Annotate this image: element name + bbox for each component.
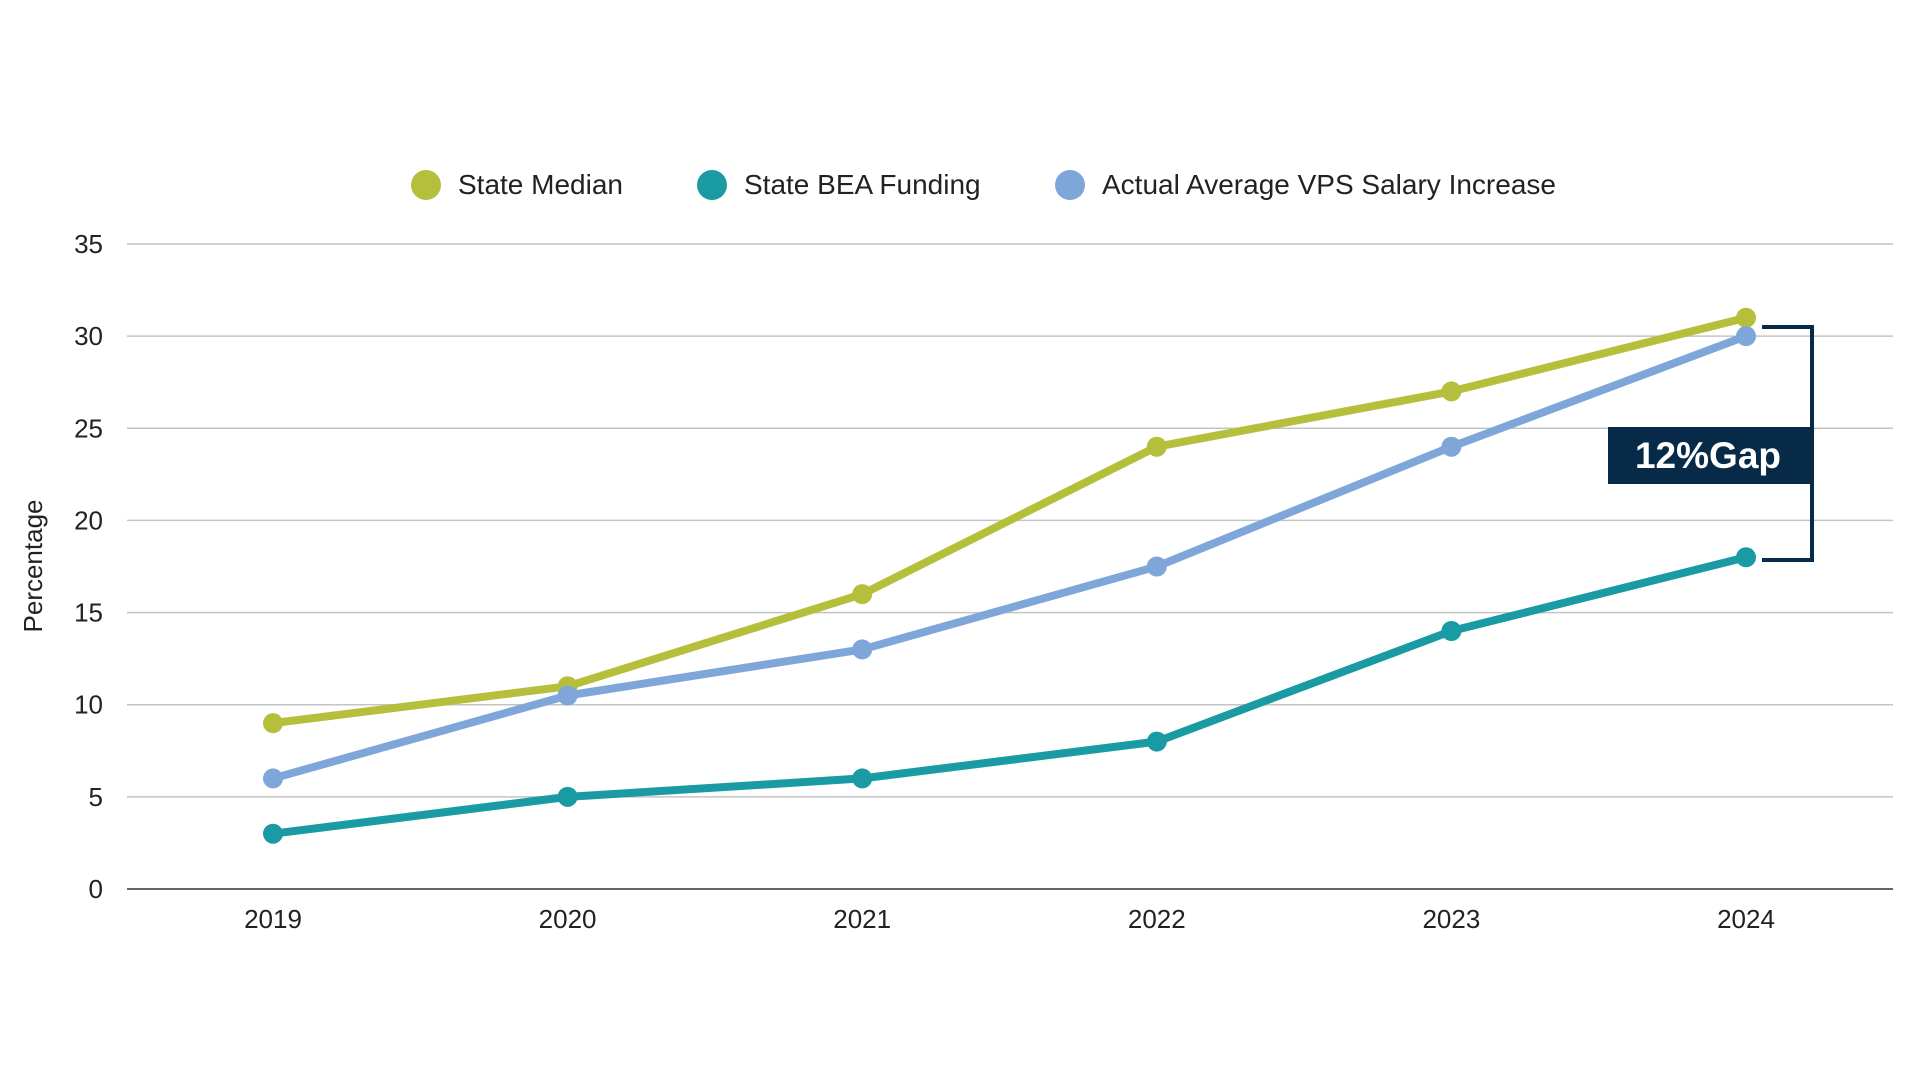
x-axis-ticks: 2019 2020 2021 2022 2023 2024 — [244, 904, 1775, 934]
series-1 — [263, 547, 1756, 844]
data-point — [1146, 436, 1167, 457]
data-point — [263, 823, 283, 844]
gap-label: 12%Gap — [1635, 435, 1781, 476]
y-tick-label: 25 — [74, 413, 103, 443]
data-point — [1146, 731, 1167, 752]
legend: State Median State BEA Funding Actual Aver… — [411, 169, 1556, 200]
x-tick-label: 2021 — [833, 904, 891, 934]
series-line — [271, 332, 1748, 783]
data-point — [1736, 547, 1756, 568]
data-point — [852, 584, 873, 605]
data-point — [1441, 436, 1462, 457]
legend-label: Actual Average VPS Salary Increase — [1102, 169, 1556, 200]
data-point — [1441, 621, 1462, 641]
y-tick-label: 0 — [89, 874, 103, 904]
data-point — [1146, 556, 1167, 577]
data-point — [557, 786, 578, 807]
legend-label: State Median — [458, 169, 623, 200]
y-tick-label: 20 — [74, 505, 103, 535]
x-tick-label: 2023 — [1422, 904, 1480, 934]
series-0 — [263, 307, 1756, 734]
x-tick-label: 2024 — [1717, 904, 1775, 934]
gap-label-box — [1608, 427, 1812, 484]
series-2 — [263, 326, 1756, 789]
gridlines — [127, 243, 1893, 890]
data-point — [852, 639, 873, 660]
data-point — [557, 685, 578, 706]
y-tick-label: 30 — [74, 321, 103, 351]
data-point — [1441, 381, 1462, 402]
y-axis-ticks: 0 5 10 15 20 25 30 35 — [74, 229, 103, 904]
series-group — [263, 307, 1756, 844]
y-tick-label: 5 — [89, 782, 103, 812]
y-axis-label: Percentage — [18, 500, 48, 633]
y-tick-label: 35 — [74, 229, 103, 259]
x-tick-label: 2020 — [539, 904, 597, 934]
data-point — [263, 768, 283, 789]
data-point — [852, 768, 873, 789]
data-point — [263, 713, 283, 734]
legend-marker — [697, 170, 727, 200]
y-tick-label: 10 — [74, 690, 103, 720]
x-tick-label: 2019 — [244, 904, 302, 934]
x-tick-label: 2022 — [1128, 904, 1186, 934]
y-tick-label: 15 — [74, 598, 103, 628]
legend-marker — [411, 170, 441, 200]
data-point — [1736, 326, 1756, 347]
legend-marker — [1055, 170, 1085, 200]
gap-annotation: 12%Gap — [1608, 325, 1814, 562]
legend-label: State BEA Funding — [744, 169, 981, 200]
data-point — [1736, 307, 1756, 328]
series-line — [272, 553, 1747, 838]
series-line — [272, 313, 1747, 728]
